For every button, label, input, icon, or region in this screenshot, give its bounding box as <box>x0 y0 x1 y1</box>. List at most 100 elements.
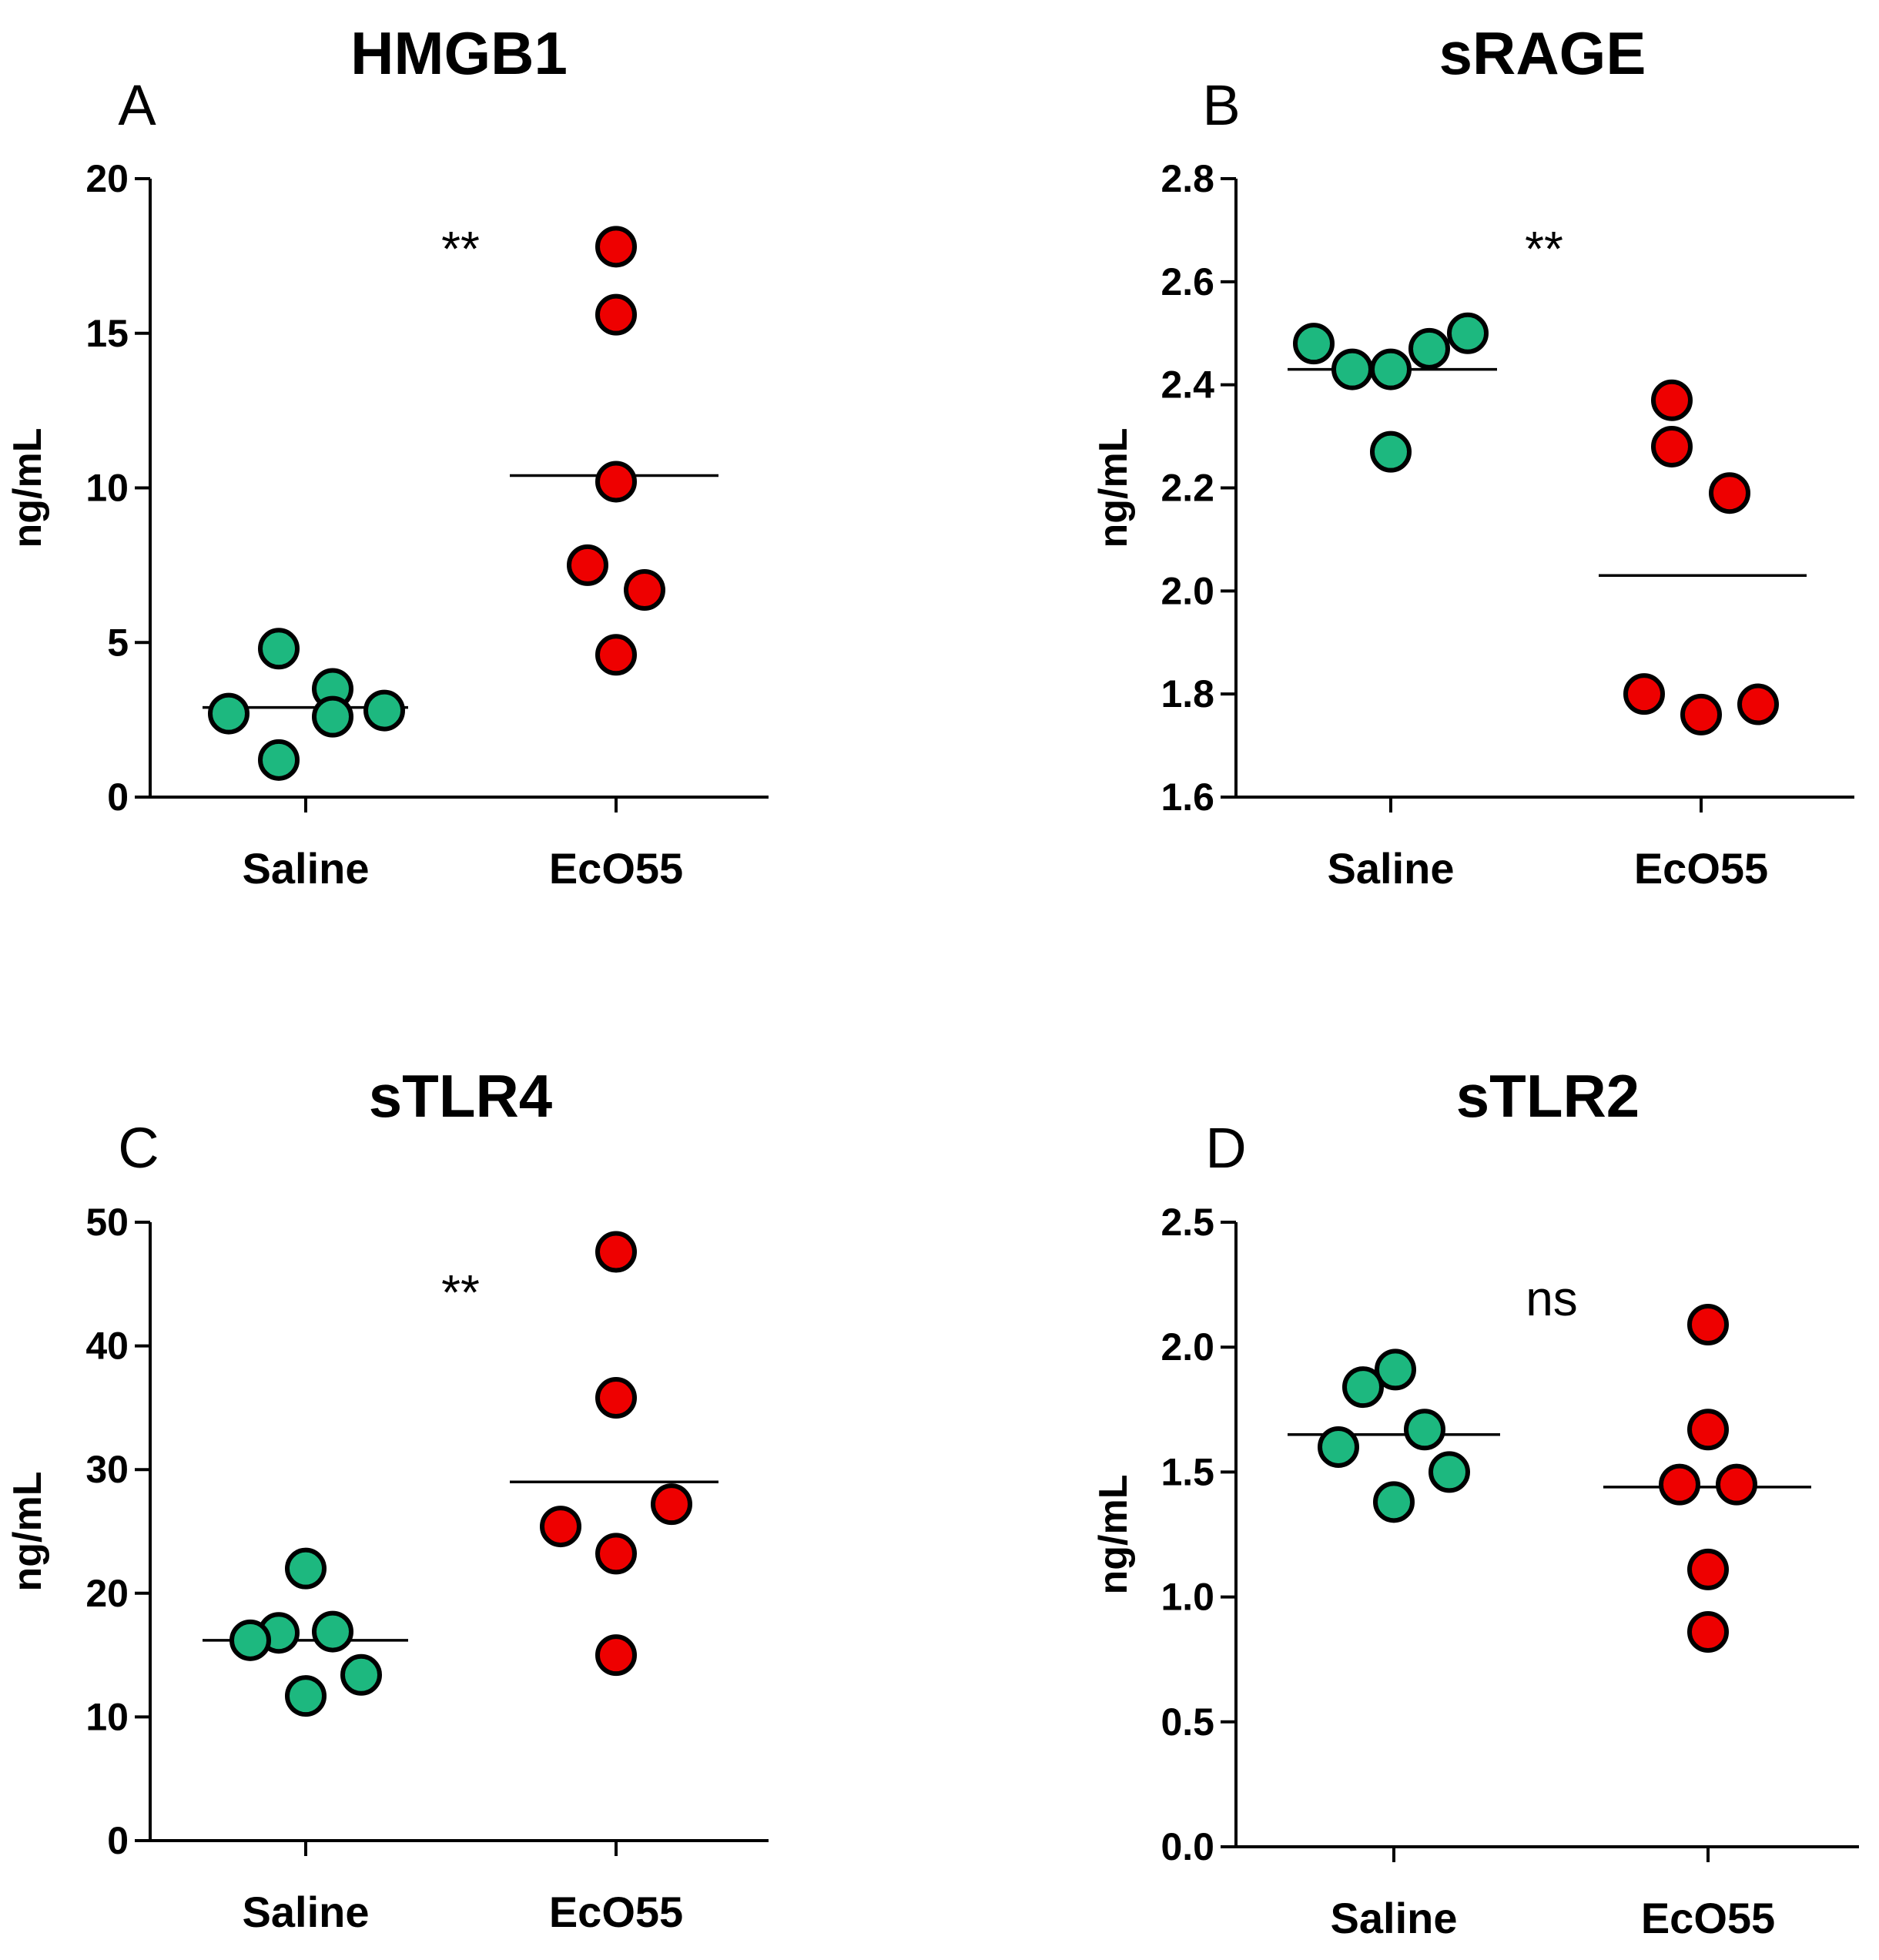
data-point-eco55 <box>1716 1463 1757 1506</box>
data-point-eco55 <box>595 1533 637 1575</box>
data-point-eco55 <box>1687 1304 1729 1346</box>
y-tick-label: 1.0 <box>1161 1576 1214 1619</box>
panel-d-axes: 0.0 0.5 1.0 1.5 2.0 2.5 Saline EcO55 ng/mL <box>1091 1201 1859 1942</box>
y-axis-label: ng/mL <box>1091 428 1136 548</box>
panel-a-title: HMGB1 <box>350 19 568 87</box>
panel-a-axes: 0 5 10 15 20 Saline EcO55 ng/mL <box>5 157 769 893</box>
data-point-eco55 <box>1687 1548 1729 1590</box>
data-point-saline <box>1318 1426 1359 1468</box>
panel-b-title: sRAGE <box>1439 19 1646 87</box>
y-tick-label: 0.0 <box>1161 1825 1214 1868</box>
panel-c-significance: ** <box>441 1265 480 1320</box>
data-point-saline <box>1373 1481 1415 1523</box>
data-point-eco55 <box>540 1506 581 1548</box>
panel-b: sRAGE B ** 1.6 1.8 2.0 2.2 2.4 2.6 2.8 Saline Ec… <box>1091 19 1854 893</box>
panel-b-axes: 1.6 1.8 2.0 2.2 2.4 2.6 2.8 Saline EcO55 ng/mL <box>1091 157 1854 893</box>
panel-a: HMGB1 A ** 0 5 10 15 20 Saline EcO55 ng/mL <box>5 19 769 893</box>
data-point-eco55 <box>595 1231 637 1273</box>
panel-b-marks <box>1288 312 1807 735</box>
data-point-saline <box>312 695 353 738</box>
data-point-saline <box>258 739 300 781</box>
data-point-saline <box>1404 1409 1445 1451</box>
data-point-eco55 <box>595 1634 637 1677</box>
panel-d: sTLR2 D ns 0.0 0.5 1.0 1.5 2.0 2.5 Saline EcO55… <box>1091 1062 1859 1942</box>
x-category-label: Saline <box>1331 1894 1458 1942</box>
data-point-saline <box>1293 323 1335 365</box>
y-tick-label: 50 <box>85 1201 129 1244</box>
y-axis-label: ng/mL <box>5 1472 50 1592</box>
data-point-eco55 <box>595 1377 637 1419</box>
data-point-eco55 <box>1680 693 1722 735</box>
y-tick-label: 10 <box>85 467 129 510</box>
data-point-saline <box>1342 1366 1384 1409</box>
panel-a-letter: A <box>118 73 156 137</box>
data-point-saline <box>229 1619 271 1661</box>
data-point-saline <box>1447 312 1489 354</box>
data-point-saline <box>1375 1349 1416 1391</box>
y-tick-label: 2.4 <box>1161 364 1214 407</box>
data-point-saline <box>285 1547 327 1590</box>
data-point-eco55 <box>595 293 637 336</box>
data-point-saline <box>340 1653 382 1696</box>
x-category-label: EcO55 <box>549 1888 683 1936</box>
y-tick-label: 15 <box>85 312 129 355</box>
y-tick-label: 1.5 <box>1161 1450 1214 1493</box>
panel-d-significance: ns <box>1526 1271 1578 1326</box>
data-point-saline <box>1429 1451 1470 1493</box>
data-point-saline <box>1370 348 1412 390</box>
data-point-saline <box>312 1610 353 1653</box>
panel-a-significance: ** <box>441 221 480 276</box>
data-point-eco55 <box>1651 425 1693 467</box>
data-point-saline <box>208 692 250 735</box>
y-tick-label: 0.5 <box>1161 1700 1214 1744</box>
y-axis-label: ng/mL <box>5 428 50 548</box>
y-tick-label: 2.0 <box>1161 1325 1214 1369</box>
x-category-label: Saline <box>1328 844 1455 893</box>
panel-b-significance: ** <box>1525 221 1563 276</box>
panel-d-marks <box>1288 1304 1811 1653</box>
data-point-eco55 <box>595 226 637 268</box>
y-tick-label: 10 <box>85 1695 129 1738</box>
data-point-eco55 <box>651 1483 692 1526</box>
y-tick-label: 1.8 <box>1161 672 1214 715</box>
data-point-eco55 <box>1659 1463 1700 1506</box>
y-tick-label: 1.6 <box>1161 776 1214 819</box>
data-point-eco55 <box>1709 472 1750 514</box>
x-category-label: EcO55 <box>1634 844 1768 893</box>
data-point-saline <box>285 1675 327 1717</box>
panel-c-letter: C <box>118 1116 159 1180</box>
y-tick-label: 0 <box>107 1819 129 1862</box>
data-point-saline <box>363 689 405 732</box>
y-tick-label: 0 <box>107 776 129 819</box>
data-point-saline <box>1331 348 1373 390</box>
data-point-eco55 <box>567 544 608 586</box>
panel-d-title: sTLR2 <box>1456 1062 1640 1130</box>
data-point-eco55 <box>595 634 637 676</box>
y-tick-label: 2.6 <box>1161 260 1214 303</box>
data-point-eco55 <box>624 568 665 611</box>
data-point-eco55 <box>1687 1409 1729 1451</box>
data-point-eco55 <box>1687 1611 1729 1653</box>
data-point-eco55 <box>1651 379 1693 421</box>
panel-c-axes: 0 10 20 30 40 50 Saline EcO55 ng/mL <box>5 1201 769 1936</box>
y-tick-label: 2.2 <box>1161 467 1214 510</box>
y-tick-label: 2.5 <box>1161 1201 1214 1244</box>
y-tick-label: 2.8 <box>1161 157 1214 200</box>
y-axis-label: ng/mL <box>1091 1475 1136 1595</box>
panel-c-marks <box>203 1231 718 1717</box>
y-tick-label: 2.0 <box>1161 569 1214 612</box>
panel-c: sTLR4 C ** 0 10 20 30 40 50 Saline EcO55 ng/mL <box>5 1062 769 1936</box>
x-category-label: EcO55 <box>549 844 683 893</box>
panel-d-letter: D <box>1205 1116 1246 1180</box>
data-point-eco55 <box>595 461 637 503</box>
x-category-label: Saline <box>243 844 370 893</box>
panel-c-title: sTLR4 <box>369 1062 552 1130</box>
data-point-eco55 <box>1737 683 1779 725</box>
x-category-label: EcO55 <box>1641 1894 1775 1942</box>
y-tick-label: 40 <box>85 1325 129 1368</box>
data-point-saline <box>1370 431 1412 473</box>
data-point-saline <box>258 628 300 670</box>
panel-b-letter: B <box>1202 73 1240 137</box>
y-tick-label: 20 <box>85 1572 129 1615</box>
